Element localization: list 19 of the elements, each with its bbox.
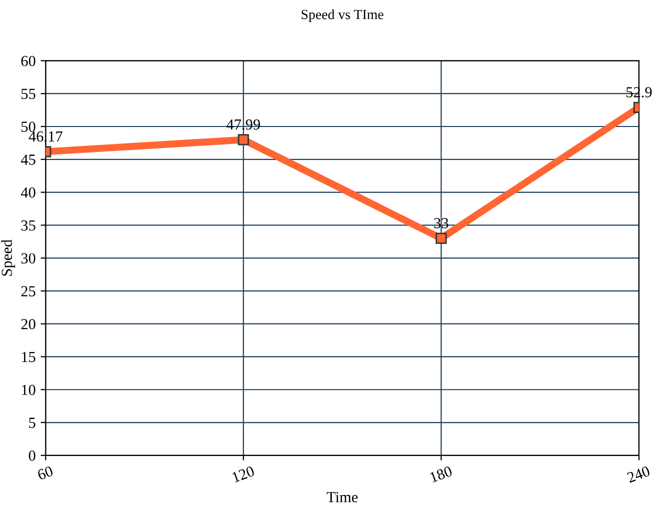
y-tick-label: 25 bbox=[21, 286, 36, 296]
y-axis-title: Speed bbox=[1, 240, 16, 276]
x-axis-title: Time bbox=[326, 492, 358, 502]
x-tick-label: 180 bbox=[429, 466, 453, 483]
y-tick-label: 40 bbox=[20, 187, 36, 198]
x-tick-label: 120 bbox=[232, 466, 255, 483]
y-tick-label: 30 bbox=[21, 253, 36, 264]
y-tick-label: 45 bbox=[20, 154, 36, 165]
y-tick-label: 50 bbox=[22, 122, 36, 132]
y-tick-label: 20 bbox=[21, 318, 36, 330]
y-tick-label: 35 bbox=[21, 220, 36, 231]
chart-title: Speed vs TIme bbox=[302, 9, 384, 22]
y-tick-label: 60 bbox=[21, 56, 36, 66]
x-tick-label: 240 bbox=[626, 466, 650, 483]
y-tick-label: 15 bbox=[22, 352, 36, 362]
y-tick-label: 0 bbox=[28, 450, 36, 461]
y-tick-label: 55 bbox=[22, 88, 36, 100]
y-tick-label: 10 bbox=[22, 384, 36, 396]
y-tick-label: 5 bbox=[29, 418, 36, 428]
